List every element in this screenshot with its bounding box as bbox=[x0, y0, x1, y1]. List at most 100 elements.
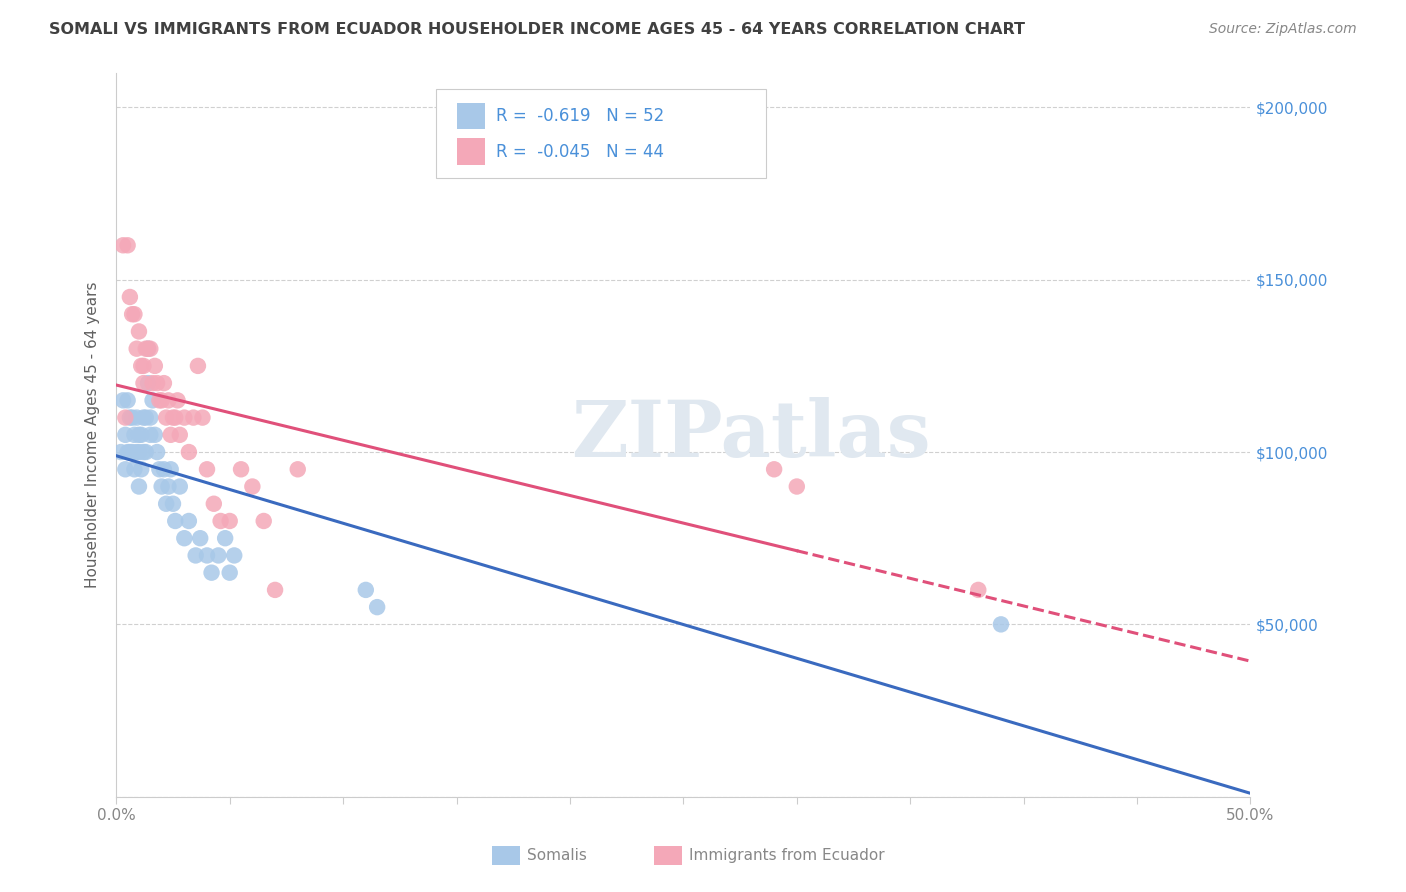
Point bbox=[150, 479, 173, 493]
Point bbox=[132, 410, 155, 425]
Point bbox=[124, 462, 146, 476]
Point bbox=[184, 549, 207, 563]
Point bbox=[114, 410, 136, 425]
Point bbox=[229, 462, 252, 476]
Point bbox=[166, 393, 188, 408]
Point bbox=[177, 514, 200, 528]
Point bbox=[200, 566, 222, 580]
Point bbox=[142, 376, 165, 391]
Point bbox=[117, 445, 139, 459]
Point bbox=[114, 427, 136, 442]
Point bbox=[125, 342, 148, 356]
Point bbox=[112, 238, 135, 252]
Point bbox=[187, 359, 209, 373]
Point bbox=[129, 359, 152, 373]
Point bbox=[135, 342, 157, 356]
Point bbox=[125, 410, 148, 425]
Point bbox=[162, 410, 184, 425]
Point bbox=[183, 410, 205, 425]
Point bbox=[159, 462, 181, 476]
Point bbox=[242, 479, 264, 493]
Point bbox=[143, 359, 166, 373]
Point bbox=[159, 427, 181, 442]
Point bbox=[153, 376, 176, 391]
Point bbox=[143, 427, 166, 442]
Point bbox=[117, 393, 139, 408]
Point bbox=[128, 445, 150, 459]
Point bbox=[136, 342, 159, 356]
Point bbox=[135, 410, 157, 425]
Point bbox=[124, 427, 146, 442]
Point bbox=[786, 479, 808, 493]
Point bbox=[121, 307, 143, 321]
Point bbox=[195, 462, 218, 476]
Point bbox=[155, 410, 177, 425]
Text: Source: ZipAtlas.com: Source: ZipAtlas.com bbox=[1209, 22, 1357, 37]
Point bbox=[112, 393, 135, 408]
Point bbox=[114, 462, 136, 476]
Point bbox=[188, 531, 211, 545]
Point bbox=[125, 445, 148, 459]
Point bbox=[118, 445, 141, 459]
Text: ZIPatlas: ZIPatlas bbox=[572, 397, 931, 473]
Point bbox=[135, 445, 157, 459]
Point bbox=[146, 376, 169, 391]
Point bbox=[990, 617, 1012, 632]
Point bbox=[150, 393, 173, 408]
Point bbox=[121, 445, 143, 459]
Point bbox=[354, 582, 377, 597]
Point bbox=[191, 410, 214, 425]
Point bbox=[118, 290, 141, 304]
Point bbox=[118, 410, 141, 425]
Point bbox=[139, 427, 162, 442]
Point bbox=[157, 479, 180, 493]
Text: R =  -0.619   N = 52: R = -0.619 N = 52 bbox=[496, 107, 665, 125]
Point bbox=[162, 497, 184, 511]
Y-axis label: Householder Income Ages 45 - 64 years: Householder Income Ages 45 - 64 years bbox=[86, 282, 100, 588]
Point bbox=[132, 376, 155, 391]
Point bbox=[110, 445, 132, 459]
Text: R =  -0.045   N = 44: R = -0.045 N = 44 bbox=[496, 143, 664, 161]
Point bbox=[165, 410, 187, 425]
Point bbox=[264, 582, 287, 597]
Point bbox=[148, 393, 170, 408]
Point bbox=[209, 514, 232, 528]
Point bbox=[366, 600, 388, 615]
Point bbox=[153, 462, 176, 476]
Point bbox=[157, 393, 180, 408]
Point bbox=[128, 479, 150, 493]
Point bbox=[128, 427, 150, 442]
Point bbox=[253, 514, 276, 528]
Point bbox=[129, 462, 152, 476]
Point bbox=[207, 549, 229, 563]
Point bbox=[224, 549, 246, 563]
Point bbox=[142, 393, 165, 408]
Point bbox=[129, 427, 152, 442]
Point bbox=[146, 445, 169, 459]
Point bbox=[124, 307, 146, 321]
Point bbox=[287, 462, 309, 476]
Point bbox=[165, 514, 187, 528]
Text: Somalis: Somalis bbox=[527, 848, 588, 863]
Point bbox=[173, 410, 195, 425]
Point bbox=[218, 566, 240, 580]
Point bbox=[173, 531, 195, 545]
Point bbox=[132, 359, 155, 373]
Point bbox=[155, 497, 177, 511]
Point bbox=[148, 462, 170, 476]
Text: SOMALI VS IMMIGRANTS FROM ECUADOR HOUSEHOLDER INCOME AGES 45 - 64 YEARS CORRELAT: SOMALI VS IMMIGRANTS FROM ECUADOR HOUSEH… bbox=[49, 22, 1025, 37]
Point bbox=[169, 479, 191, 493]
Point bbox=[117, 238, 139, 252]
Point bbox=[121, 410, 143, 425]
Point bbox=[136, 342, 159, 356]
Point bbox=[195, 549, 218, 563]
Point bbox=[136, 376, 159, 391]
Point bbox=[128, 325, 150, 339]
Point bbox=[967, 582, 990, 597]
Point bbox=[218, 514, 240, 528]
Point bbox=[132, 445, 155, 459]
Point bbox=[763, 462, 786, 476]
Point bbox=[139, 342, 162, 356]
Point bbox=[202, 497, 225, 511]
Point bbox=[177, 445, 200, 459]
